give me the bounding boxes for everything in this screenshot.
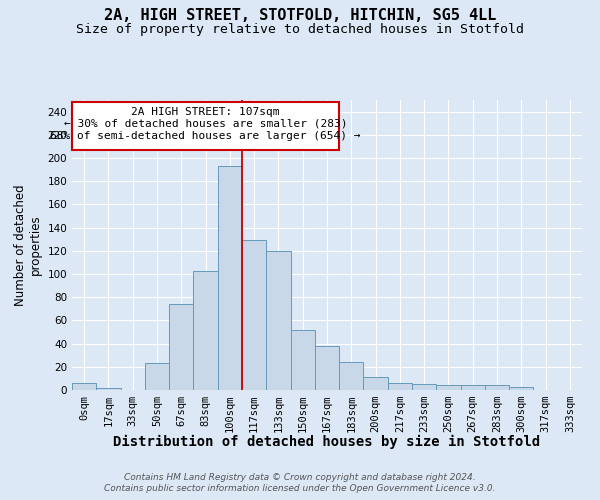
Text: Contains public sector information licensed under the Open Government Licence v3: Contains public sector information licen…: [104, 484, 496, 493]
Bar: [339, 362, 364, 390]
Bar: [169, 304, 193, 390]
Bar: [96, 388, 121, 390]
Text: Size of property relative to detached houses in Stotfold: Size of property relative to detached ho…: [76, 22, 524, 36]
Bar: [509, 386, 533, 390]
Bar: [412, 384, 436, 390]
Y-axis label: Number of detached
properties: Number of detached properties: [14, 184, 42, 306]
Text: 2A HIGH STREET: 107sqm: 2A HIGH STREET: 107sqm: [131, 107, 280, 117]
FancyBboxPatch shape: [72, 102, 339, 150]
Bar: [364, 377, 388, 390]
Bar: [242, 240, 266, 390]
Text: Distribution of detached houses by size in Stotfold: Distribution of detached houses by size …: [113, 435, 541, 449]
Bar: [461, 386, 485, 390]
Text: 68% of semi-detached houses are larger (654) →: 68% of semi-detached houses are larger (…: [50, 132, 361, 141]
Text: Contains HM Land Registry data © Crown copyright and database right 2024.: Contains HM Land Registry data © Crown c…: [124, 472, 476, 482]
Text: 2A, HIGH STREET, STOTFOLD, HITCHIN, SG5 4LL: 2A, HIGH STREET, STOTFOLD, HITCHIN, SG5 …: [104, 8, 496, 22]
Bar: [485, 386, 509, 390]
Bar: [436, 386, 461, 390]
Bar: [388, 383, 412, 390]
Bar: [266, 251, 290, 390]
Bar: [290, 330, 315, 390]
Bar: [193, 270, 218, 390]
Bar: [218, 166, 242, 390]
Bar: [72, 383, 96, 390]
Bar: [145, 364, 169, 390]
Text: ← 30% of detached houses are smaller (283): ← 30% of detached houses are smaller (28…: [64, 118, 347, 128]
Bar: [315, 346, 339, 390]
